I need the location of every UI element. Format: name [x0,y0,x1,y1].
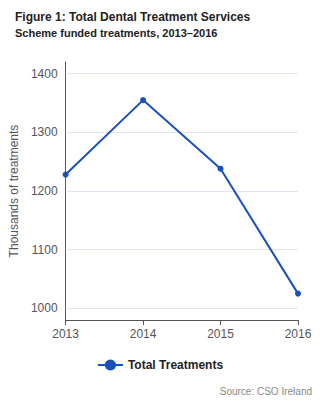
svg-text:2015: 2015 [207,327,234,341]
svg-text:Figure 1: Total Dental Treatme: Figure 1: Total Dental Treatment Service… [15,10,251,24]
svg-text:2014: 2014 [130,327,157,341]
svg-text:1300: 1300 [31,125,58,139]
svg-text:1400: 1400 [31,67,58,81]
svg-text:Source: CSO Ireland: Source: CSO Ireland [220,386,312,397]
svg-text:1000: 1000 [31,301,58,315]
svg-text:Thousands of treatments: Thousands of treatments [7,125,21,258]
svg-text:Total Treatments: Total Treatments [128,358,223,372]
svg-text:Scheme funded treatments, 2013: Scheme funded treatments, 2013–2016 [15,27,217,39]
svg-text:2016: 2016 [285,327,312,341]
svg-text:1200: 1200 [31,184,58,198]
svg-text:2013: 2013 [52,327,79,341]
svg-text:1100: 1100 [32,243,58,257]
